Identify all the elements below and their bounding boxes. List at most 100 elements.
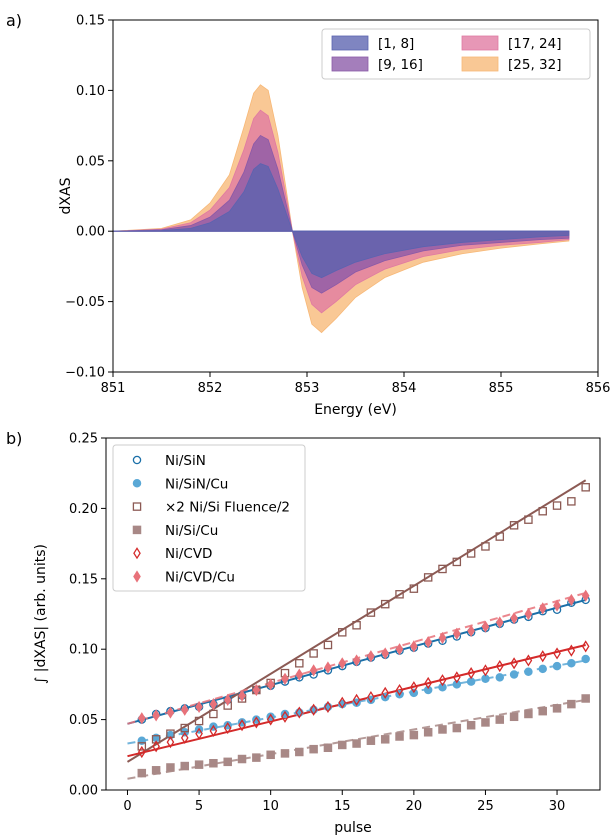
data-point-series-3 [180,761,190,771]
legend-label: Ni/Si/Cu [165,523,218,539]
data-point-series-2 [323,640,333,650]
data-point-series-3 [495,715,505,724]
data-point-series-4 [367,690,375,704]
data-point-series-5 [295,668,304,681]
data-point-series-2 [409,584,419,593]
data-point-series-4 [424,676,433,690]
x-tick-label: 851 [101,381,126,396]
panel-a-ylabel: dXAS [58,177,74,214]
legend-marker [132,502,142,511]
data-point-series-2 [438,564,447,574]
x-tick-label: 854 [392,381,417,396]
data-point-series-2 [137,742,147,751]
data-point-series-3 [137,768,147,778]
data-point-series-5 [367,650,375,663]
data-point-series-3 [552,704,562,713]
data-point-series-5 [495,616,504,629]
legend-label: Ni/SiN [165,453,206,469]
data-point-series-1 [581,654,590,664]
panel-a-y-ticks: −0.10 −0.05 0.00 0.05 0.10 0.15 [65,14,113,381]
data-point-series-4 [180,731,189,744]
data-point-series-3 [524,709,533,719]
y-tick-label: 0.25 [69,432,98,447]
data-point-series-4 [223,721,232,735]
data-point-series-4 [553,647,561,660]
data-point-series-5 [152,709,160,722]
data-point-series-2 [151,735,161,744]
data-point-series-2 [552,501,562,510]
data-point-series-5 [195,700,203,714]
data-point-series-4 [195,727,203,740]
legend-marker [132,479,142,488]
x-tick-label: 25 [477,799,494,814]
data-point-series-2 [180,723,190,733]
x-tick-label: 10 [262,799,279,814]
legend-box [321,28,591,80]
legend-swatch [331,56,369,72]
data-point-series-1 [524,667,533,676]
data-point-series-1 [538,664,547,674]
data-point-series-3 [166,763,175,772]
data-point-series-5 [137,712,146,725]
y-tick-label: 0.10 [69,643,98,658]
x-tick-label: 856 [586,381,611,396]
data-point-series-1 [452,680,462,689]
panel-b-points [137,483,590,778]
legend-box [112,444,306,592]
data-point-series-5 [309,664,318,677]
data-point-series-4 [309,703,318,716]
legend-marker [132,525,142,535]
x-tick-label: 15 [334,799,351,814]
data-point-series-3 [309,744,318,754]
data-point-series-4 [338,696,347,709]
data-point-series-3 [423,728,433,737]
data-point-series-5 [524,607,533,621]
data-point-series-5 [381,647,390,660]
area-series-2 [112,109,570,314]
panel-a-areas [112,84,570,334]
data-point-series-2 [338,628,347,637]
data-point-series-3 [509,712,519,722]
data-point-series-3 [452,723,462,733]
data-point-series-4 [252,716,261,729]
data-point-series-4 [324,700,332,714]
data-point-series-4 [524,654,533,667]
data-point-series-2 [495,532,505,541]
area-series-1 [112,134,570,294]
data-point-series-3 [323,743,333,753]
data-point-series-3 [194,760,204,769]
data-point-series-5 [395,643,404,656]
data-point-series-2 [194,716,204,726]
data-point-series-3 [438,725,447,734]
panel-b-x-ticks: 0 5 10 15 20 25 30 [123,790,565,814]
x-tick-label: 853 [295,381,320,396]
legend-label: [25, 32] [508,57,561,73]
data-point-series-4 [281,710,289,723]
y-tick-label: 0.15 [76,14,105,29]
data-point-series-3 [481,718,490,727]
data-point-series-5 [324,661,332,674]
data-point-series-3 [409,730,419,740]
data-point-series-3 [295,747,304,757]
data-point-series-1 [567,659,576,668]
data-point-series-4 [581,640,590,653]
data-point-series-3 [252,753,261,762]
panel-a-legend: [1, 8] [9, 16] [17, 24] [25, 32] [321,28,591,80]
data-point-series-5 [209,698,218,711]
data-point-series-2 [352,621,361,630]
legend-label: Ni/CVD/Cu [165,570,235,586]
x-tick-label: 0 [123,799,131,814]
x-tick-label: 30 [549,799,566,814]
x-tick-label: 20 [406,799,423,814]
data-point-series-3 [538,706,547,716]
data-point-series-2 [366,608,376,617]
legend-label: ×2 Ni/Si Fluence/2 [165,500,290,516]
data-point-series-3 [466,720,476,730]
legend-marker [133,570,141,583]
y-tick-label: 0.00 [69,784,98,799]
data-point-series-2 [481,542,490,551]
data-point-series-4 [152,740,160,753]
panel-a-xlabel: Energy (eV) [314,402,397,418]
data-point-series-5 [553,599,561,612]
y-tick-label: 0.05 [76,154,105,169]
